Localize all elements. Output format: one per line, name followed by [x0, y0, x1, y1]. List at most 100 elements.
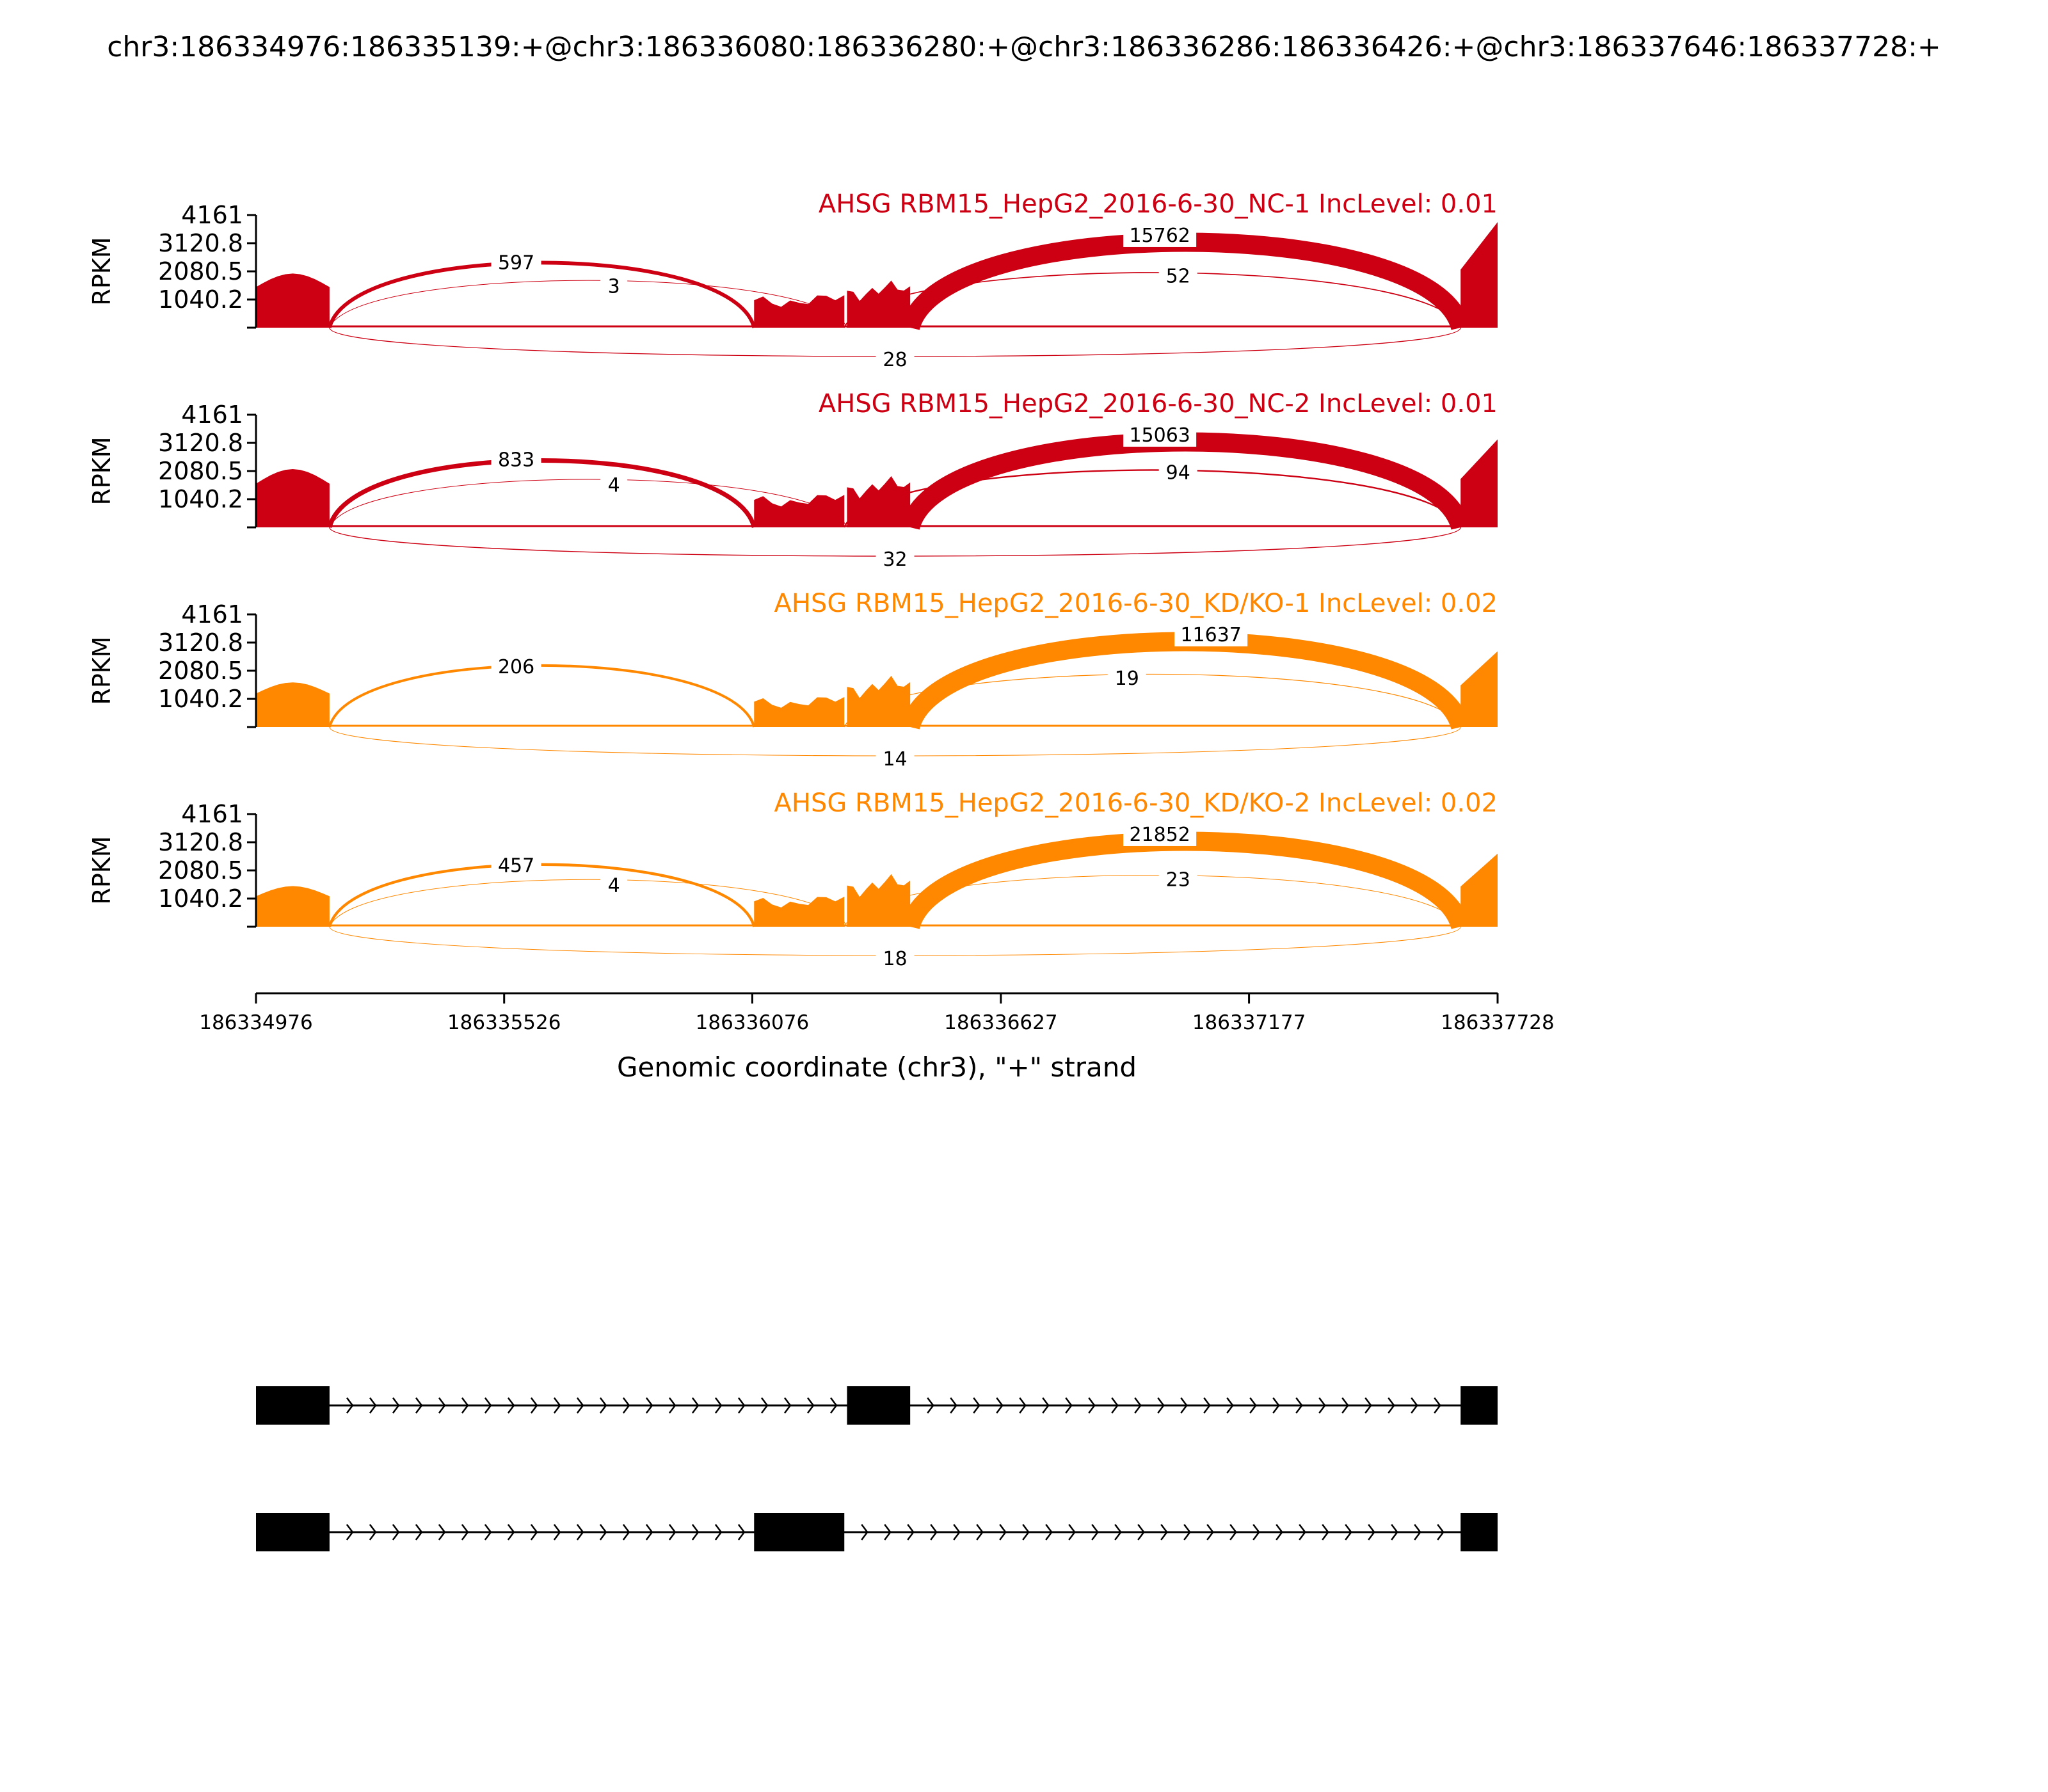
strand-arrow-icon: [996, 1397, 1004, 1414]
y-tick-label: 4161: [181, 800, 243, 828]
strand-arrow-icon: [1045, 1524, 1053, 1540]
strand-arrow-icon: [1042, 1397, 1050, 1414]
junction-label-bg: [491, 655, 541, 678]
y-tick-label: 1040.2: [158, 485, 243, 513]
junction-arc: [329, 479, 847, 528]
strand-arrow-icon: [461, 1524, 469, 1540]
junction-count-label: 206: [498, 656, 534, 678]
strand-arrow-icon: [668, 1397, 676, 1414]
strand-arrow-icon: [1299, 1524, 1306, 1540]
strand-arrow-icon: [622, 1397, 630, 1414]
junction-arc: [328, 863, 756, 927]
strand-arrow-icon: [829, 1397, 838, 1414]
junction-label-bg: [1123, 223, 1197, 247]
junction-label-bg: [1158, 868, 1197, 892]
junction-label-bg: [876, 947, 915, 970]
strand-arrow-icon: [1249, 1397, 1257, 1414]
junction-count-label: 3: [608, 276, 620, 298]
coverage-area: [256, 886, 330, 927]
junction-label-bg: [1123, 423, 1197, 447]
strand-arrow-icon: [1134, 1397, 1142, 1414]
y-tick-label: 3120.8: [158, 628, 243, 657]
strand-arrow-icon: [645, 1524, 653, 1540]
strand-arrow-icon: [645, 1397, 653, 1414]
strand-arrow-icon: [1019, 1397, 1027, 1414]
strand-arrow-icon: [927, 1397, 934, 1414]
strand-arrow-icon: [438, 1524, 446, 1540]
junction-label-bg: [876, 348, 915, 371]
strand-arrow-icon: [484, 1397, 492, 1414]
strand-arrow-icon: [1088, 1397, 1096, 1414]
strand-arrow-icon: [415, 1524, 423, 1540]
strand-arrow-icon: [1091, 1524, 1099, 1540]
strand-arrow-icon: [1414, 1524, 1421, 1540]
strand-arrow-icon: [1364, 1397, 1372, 1414]
strand-arrow-icon: [861, 1524, 868, 1540]
junction-count-label: 14: [883, 748, 907, 771]
junction-arc: [327, 458, 756, 528]
junction-label-bg: [491, 448, 541, 472]
strand-arrow-icon: [576, 1524, 584, 1540]
exon-block: [256, 1513, 330, 1551]
x-tick-label: 186336627: [944, 1011, 1058, 1034]
strand-arrow-icon: [599, 1524, 607, 1540]
junction-arc: [900, 432, 1470, 531]
strand-arrow-icon: [392, 1397, 400, 1414]
junction-label-bg: [876, 548, 915, 571]
x-axis-label: Genomic coordinate (chr3), "+" strand: [617, 1052, 1137, 1083]
coverage-area: [847, 676, 911, 727]
y-tick-label: 2080.5: [158, 856, 243, 884]
strand-arrow-icon: [507, 1397, 515, 1414]
exon-block: [847, 1386, 911, 1425]
strand-arrow-icon: [714, 1397, 723, 1414]
strand-arrow-icon: [1065, 1397, 1073, 1414]
junction-arc: [328, 664, 756, 728]
track-sample-label: AHSG RBM15_HepG2_2016-6-30_NC-1 IncLevel…: [819, 189, 1498, 219]
strand-arrow-icon: [576, 1397, 584, 1414]
junction-count-label: 597: [498, 252, 534, 275]
junction-label-bg: [1107, 666, 1146, 690]
coverage-area: [1460, 853, 1498, 927]
y-tick-label: 1040.2: [158, 884, 243, 913]
strand-arrow-icon: [1160, 1524, 1168, 1540]
junction-count-label: 457: [498, 854, 534, 877]
coverage-area: [754, 897, 845, 927]
strand-arrow-icon: [1183, 1524, 1191, 1540]
strand-arrow-icon: [1341, 1397, 1349, 1414]
coverage-area: [1460, 439, 1498, 527]
strand-arrow-icon: [1411, 1397, 1418, 1414]
strand-arrow-icon: [953, 1524, 961, 1540]
junction-count-label: 18: [883, 948, 907, 970]
exon-block: [1460, 1513, 1498, 1551]
y-tick-label: 4161: [181, 401, 243, 429]
strand-arrow-icon: [530, 1397, 538, 1414]
strand-arrow-icon: [346, 1524, 354, 1540]
strand-arrow-icon: [691, 1397, 700, 1414]
strand-arrow-icon: [346, 1397, 354, 1414]
junction-count-label: 32: [883, 548, 907, 571]
strand-arrow-icon: [1229, 1524, 1237, 1540]
strand-arrow-icon: [507, 1524, 515, 1540]
strand-arrow-icon: [1434, 1397, 1441, 1414]
junction-count-label: 4: [608, 474, 620, 497]
strand-arrow-icon: [760, 1397, 769, 1414]
strand-arrow-icon: [1345, 1524, 1352, 1540]
y-axis-label: RPKM: [88, 836, 116, 904]
junction-arc: [844, 272, 1461, 328]
strand-arrow-icon: [1272, 1397, 1280, 1414]
junction-label-bg: [600, 275, 628, 298]
junction-arc: [329, 280, 847, 328]
strand-arrow-icon: [1203, 1397, 1211, 1414]
strand-arrow-icon: [392, 1524, 400, 1540]
x-tick-label: 186334976: [199, 1011, 313, 1034]
junction-count-label: 28: [883, 349, 907, 371]
strand-arrow-icon: [484, 1524, 492, 1540]
strand-arrow-icon: [1114, 1524, 1122, 1540]
junction-count-label: 21852: [1129, 824, 1190, 846]
figure-title: chr3:186334976:186335139:+@chr3:18633608…: [107, 31, 1941, 63]
y-tick-label: 2080.5: [158, 657, 243, 685]
coverage-area: [256, 682, 330, 727]
strand-arrow-icon: [907, 1524, 915, 1540]
